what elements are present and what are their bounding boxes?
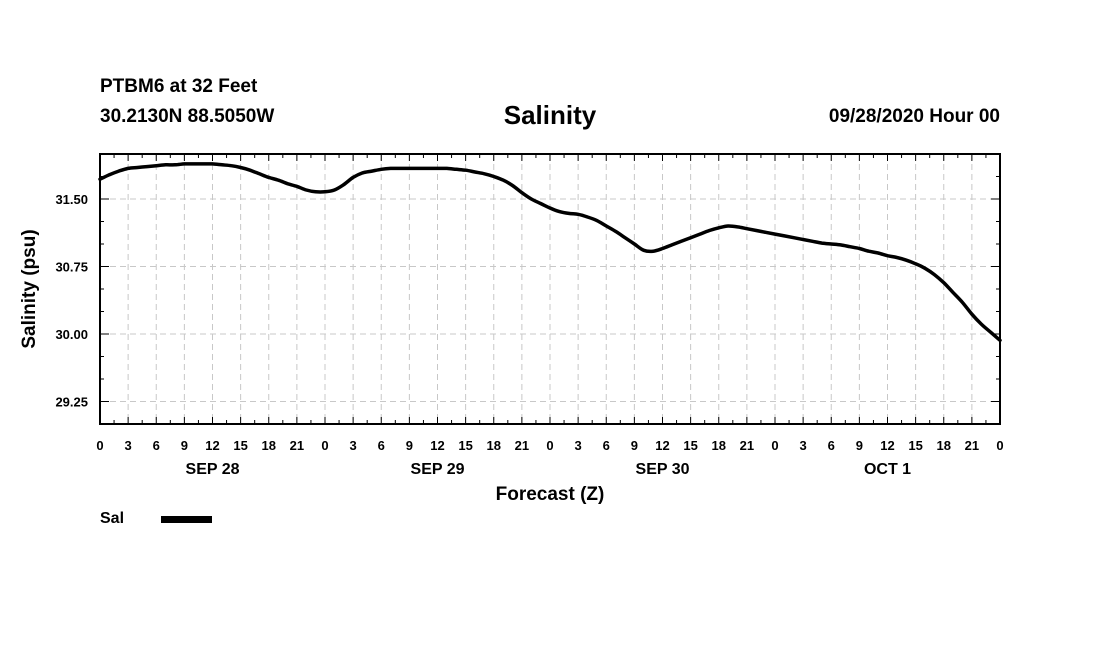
x-tick-label: 6 — [828, 438, 835, 453]
x-tick-label: 21 — [965, 438, 979, 453]
x-tick-label: 0 — [96, 438, 103, 453]
x-tick-label: 0 — [771, 438, 778, 453]
x-tick-label: 21 — [290, 438, 304, 453]
x-tick-label: 18 — [487, 438, 501, 453]
y-tick-label: 29.25 — [55, 395, 88, 410]
x-axis-label: Forecast (Z) — [496, 484, 605, 505]
x-tick-label: 0 — [546, 438, 553, 453]
y-tick-label: 30.75 — [55, 260, 88, 275]
grid-lines — [100, 154, 1000, 424]
x-tick-label: 18 — [712, 438, 726, 453]
x-tick-label: 3 — [800, 438, 807, 453]
coordinates-label: 30.2130N 88.5050W — [100, 106, 275, 127]
tick-labels: 0 3 6 9 12 15 18 21 0 3 6 9 12 15 18 21 0 3 6 9 12 15 18 21 0 3 6 9… — [55, 192, 1003, 478]
x-tick-label: 9 — [406, 438, 413, 453]
day-label: SEP 28 — [186, 461, 240, 478]
legend-label: Sal — [100, 510, 125, 527]
series-line-sal — [98, 162, 1002, 343]
axis-ticks — [99, 154, 1001, 424]
x-tick-label: 3 — [125, 438, 132, 453]
x-tick-label: 15 — [908, 438, 922, 453]
x-tick-label: 15 — [233, 438, 247, 453]
x-tick-label: 12 — [655, 438, 669, 453]
x-tick-label: 18 — [937, 438, 951, 453]
x-tick-label: 0 — [996, 438, 1003, 453]
x-tick-label: 12 — [430, 438, 444, 453]
x-tick-label: 18 — [262, 438, 276, 453]
plot-frame — [99, 153, 1001, 425]
y-tick-label: 30.00 — [55, 327, 88, 342]
day-label: SEP 29 — [411, 461, 465, 478]
x-tick-label: 6 — [378, 438, 385, 453]
x-tick-label: 9 — [631, 438, 638, 453]
chart-title: Salinity — [503, 100, 597, 130]
x-tick-label: 6 — [603, 438, 610, 453]
day-label: SEP 30 — [636, 461, 690, 478]
x-tick-label: 6 — [153, 438, 160, 453]
x-tick-label: 21 — [515, 438, 529, 453]
series-group — [98, 162, 1002, 343]
x-tick-label: 9 — [181, 438, 188, 453]
x-tick-label: 3 — [350, 438, 357, 453]
y-tick-label: 31.50 — [55, 192, 88, 207]
x-tick-label: 0 — [321, 438, 328, 453]
x-tick-label: 3 — [575, 438, 582, 453]
x-tick-label: 15 — [458, 438, 472, 453]
x-tick-label: 12 — [880, 438, 894, 453]
x-tick-label: 21 — [740, 438, 754, 453]
forecast-datetime: 09/28/2020 Hour 00 — [828, 106, 1000, 127]
y-axis-label: Salinity (psu) — [19, 229, 40, 348]
day-label: OCT 1 — [864, 461, 911, 478]
x-tick-label: 9 — [856, 438, 863, 453]
station-label: PTBM6 at 32 Feet — [100, 76, 258, 97]
x-tick-label: 12 — [205, 438, 219, 453]
x-tick-label: 15 — [683, 438, 697, 453]
legend-swatch — [161, 516, 212, 523]
